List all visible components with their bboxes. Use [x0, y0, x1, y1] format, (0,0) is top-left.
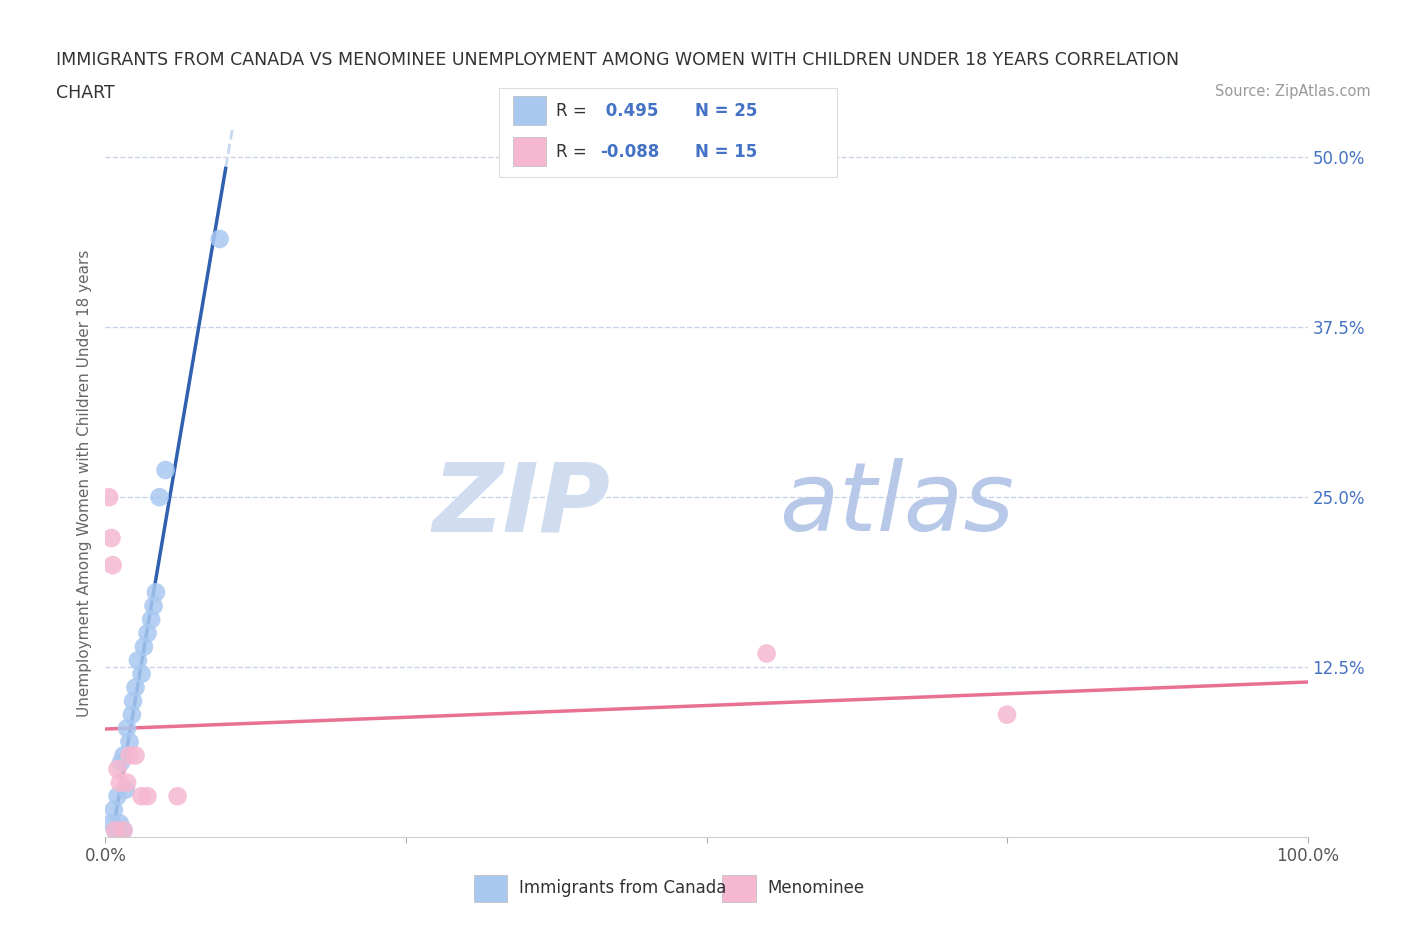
Point [124, 680, 146, 695]
Point [104, 823, 127, 838]
FancyBboxPatch shape [513, 137, 547, 166]
Point [136, 789, 159, 804]
Text: Menominee: Menominee [768, 879, 865, 897]
Point [103, 803, 125, 817]
Point [112, 823, 135, 838]
Y-axis label: Unemployment Among Women with Children Under 18 years: Unemployment Among Women with Children U… [76, 250, 91, 717]
Text: IMMIGRANTS FROM CANADA VS MENOMINEE UNEMPLOYMENT AMONG WOMEN WITH CHILDREN UNDER: IMMIGRANTS FROM CANADA VS MENOMINEE UNEM… [56, 51, 1180, 69]
Point [115, 776, 138, 790]
Point [127, 653, 149, 668]
Point [148, 490, 170, 505]
Text: atlas: atlas [779, 458, 1014, 551]
Text: CHART: CHART [56, 84, 115, 101]
Point [115, 721, 138, 736]
Point [100, 530, 122, 545]
Point [100, 816, 122, 830]
Text: -0.088: -0.088 [600, 142, 659, 161]
Point [108, 776, 131, 790]
Point [142, 599, 165, 614]
FancyBboxPatch shape [723, 875, 755, 902]
Point [208, 232, 231, 246]
Text: N = 25: N = 25 [695, 102, 758, 120]
Text: 0.495: 0.495 [600, 102, 659, 120]
Point [115, 782, 138, 797]
Point [166, 789, 188, 804]
Text: R =: R = [557, 102, 592, 120]
Point [131, 789, 153, 804]
Point [995, 707, 1018, 722]
Point [107, 789, 129, 804]
Point [98, 490, 121, 505]
Point [112, 748, 135, 763]
Point [122, 694, 145, 709]
Point [101, 558, 124, 573]
Point [136, 626, 159, 641]
Point [107, 823, 129, 838]
Point [107, 762, 129, 777]
Point [110, 755, 132, 770]
Text: R =: R = [557, 142, 592, 161]
Point [155, 462, 177, 477]
FancyBboxPatch shape [474, 875, 508, 902]
Point [112, 823, 135, 838]
Point [132, 639, 155, 654]
Point [104, 823, 127, 838]
Point [124, 748, 146, 763]
Point [145, 585, 167, 600]
Text: Immigrants from Canada: Immigrants from Canada [519, 879, 727, 897]
Point [108, 816, 131, 830]
Text: N = 15: N = 15 [695, 142, 756, 161]
Point [121, 707, 143, 722]
Point [755, 646, 778, 661]
Point [118, 735, 141, 750]
Point [139, 612, 162, 627]
Text: ZIP: ZIP [433, 458, 610, 551]
Point [118, 748, 141, 763]
Point [131, 667, 153, 682]
FancyBboxPatch shape [513, 97, 547, 126]
Text: Source: ZipAtlas.com: Source: ZipAtlas.com [1215, 84, 1371, 99]
